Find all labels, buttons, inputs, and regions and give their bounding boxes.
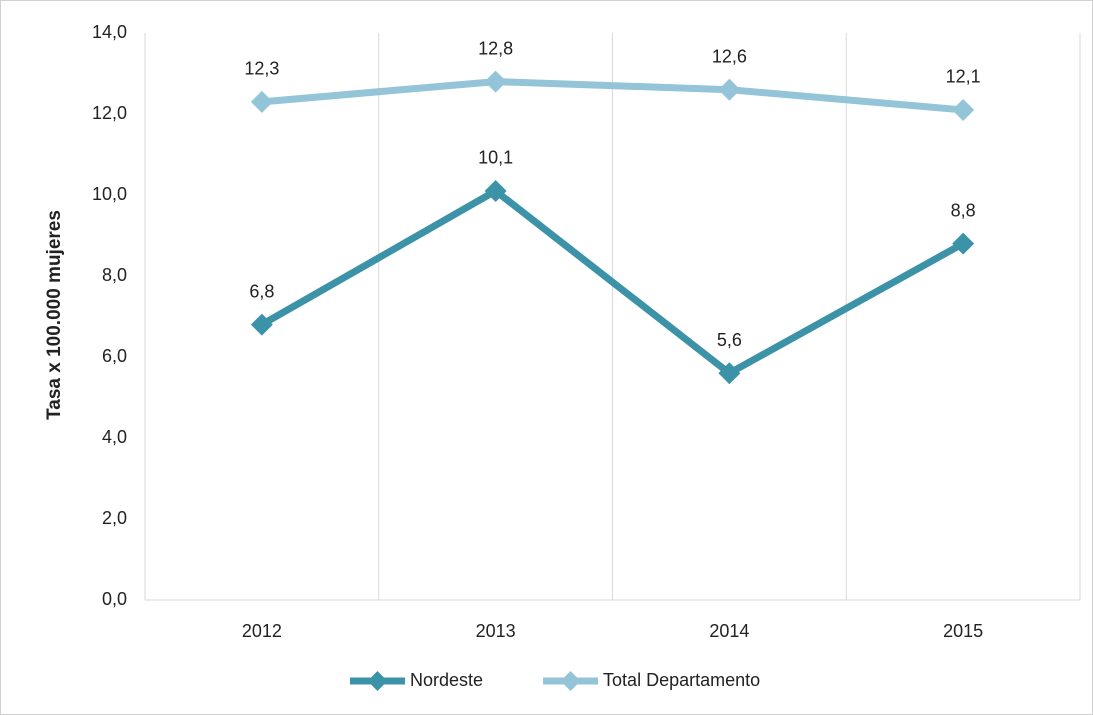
y-tick-label: 4,0 <box>102 427 127 447</box>
legend-marker <box>560 671 581 691</box>
data-label: 6,8 <box>249 281 274 301</box>
series-line <box>260 187 965 377</box>
data-point <box>484 179 507 202</box>
legend-marker <box>367 671 388 691</box>
x-tick-label: 2013 <box>476 621 516 641</box>
data-point <box>718 362 741 385</box>
y-tick-label: 14,0 <box>92 22 127 42</box>
series-line <box>261 78 964 114</box>
data-label: 12,1 <box>946 67 981 87</box>
y-tick-label: 0,0 <box>102 589 127 609</box>
data-point <box>250 313 273 336</box>
data-label: 8,8 <box>951 200 976 220</box>
x-tick-label: 2012 <box>242 621 282 641</box>
data-point <box>718 78 741 101</box>
data-point <box>952 98 975 121</box>
y-tick-label: 10,0 <box>92 184 127 204</box>
data-label: 12,6 <box>712 46 747 66</box>
data-point <box>952 232 975 255</box>
data-label: 12,3 <box>244 59 279 79</box>
y-tick-label: 12,0 <box>92 103 127 123</box>
y-tick-label: 2,0 <box>102 508 127 528</box>
y-tick-label: 8,0 <box>102 265 127 285</box>
x-tick-label: 2015 <box>943 621 983 641</box>
data-point <box>250 90 273 113</box>
y-axis-title: Tasa x 100.000 mujeres <box>44 210 65 420</box>
data-label: 10,1 <box>478 148 513 168</box>
data-label: 5,6 <box>717 330 742 350</box>
y-tick-label: 6,0 <box>102 346 127 366</box>
legend-label: Nordeste <box>410 670 483 690</box>
data-label: 12,8 <box>478 38 513 58</box>
x-tick-label: 2014 <box>709 621 749 641</box>
legend-label: Total Departamento <box>603 670 760 690</box>
data-point <box>484 70 507 93</box>
